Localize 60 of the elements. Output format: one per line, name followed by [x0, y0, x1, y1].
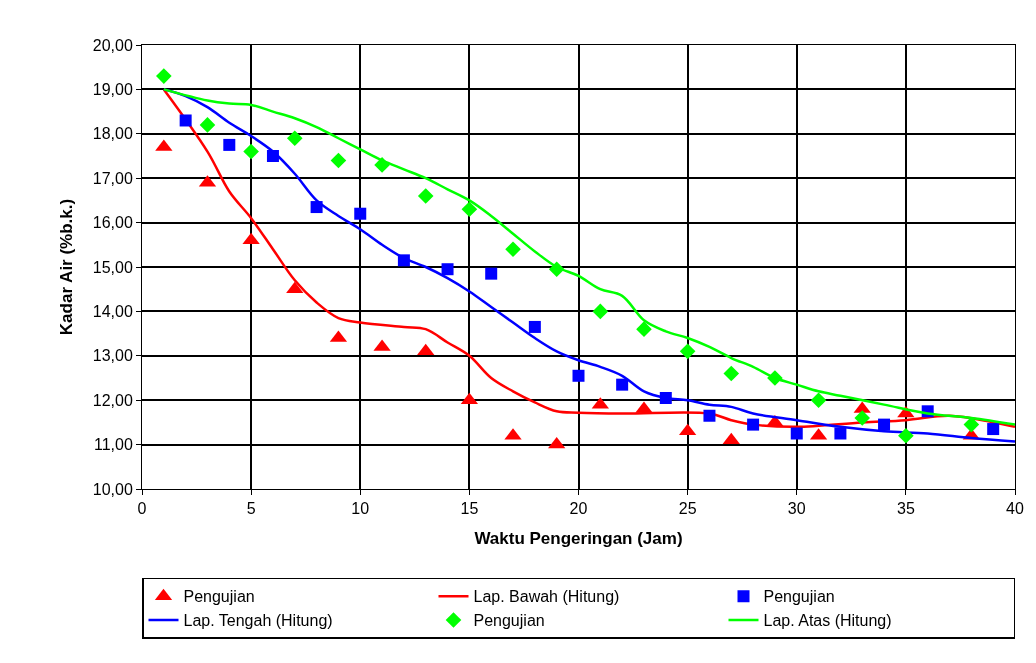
- y-tick-label: 10,00: [92, 480, 133, 498]
- legend-label: Pengujian: [183, 588, 255, 606]
- point: [723, 365, 740, 382]
- x-tick-label: 15: [460, 500, 479, 518]
- y-tick-label: 18,00: [92, 125, 133, 143]
- y-tick-label: 20,00: [92, 36, 133, 54]
- x-axis-title: Waktu Pengeringan (Jam): [474, 528, 683, 548]
- point: [854, 410, 871, 426]
- point: [243, 143, 259, 160]
- legend-label: Lap. Bawah (Hitung): [473, 588, 620, 606]
- point: [592, 303, 609, 320]
- point: [878, 418, 891, 431]
- y-tick-label: 12,00: [92, 391, 133, 409]
- point: [616, 378, 629, 391]
- y-tick-label: 16,00: [92, 214, 133, 232]
- point: [485, 267, 498, 280]
- point: [179, 114, 192, 127]
- point: [223, 138, 236, 151]
- point: [505, 241, 521, 258]
- point: [242, 232, 260, 245]
- point: [810, 392, 827, 408]
- y-tick-label: 17,00: [92, 169, 133, 187]
- point: [834, 427, 847, 440]
- point: [156, 68, 172, 84]
- point: [636, 321, 652, 337]
- point: [679, 343, 696, 360]
- y-tick-label: 19,00: [92, 81, 133, 98]
- legend-label: Lap. Atas (Hitung): [763, 612, 892, 630]
- x-tick-label: 10: [351, 500, 370, 518]
- point: [417, 188, 434, 204]
- point: [286, 130, 303, 147]
- point: [790, 427, 803, 440]
- y-tick-label: 14,00: [92, 303, 133, 320]
- legend-label: Pengujian: [473, 612, 545, 630]
- legend-label: Lap. Tengah (Hitung): [183, 612, 333, 630]
- x-tick-label: 35: [896, 500, 915, 518]
- y-tick-label: 15,00: [92, 258, 133, 276]
- point: [330, 152, 347, 169]
- point: [461, 201, 478, 218]
- point: [572, 369, 585, 382]
- x-tick-label: 20: [569, 500, 588, 518]
- x-tick-label: 25: [678, 500, 697, 518]
- x-tick-label: 30: [787, 500, 806, 518]
- point: [898, 427, 914, 444]
- point: [528, 320, 541, 333]
- legend-label: Pengujian: [763, 588, 835, 606]
- x-tick-label: 40: [1006, 500, 1024, 518]
- y-tick-label: 13,00: [92, 347, 133, 365]
- point: [354, 207, 367, 220]
- point: [441, 263, 454, 276]
- point: [417, 343, 435, 356]
- point: [963, 416, 980, 433]
- point: [199, 117, 216, 133]
- y-tick-label: 11,00: [93, 436, 133, 454]
- point: [703, 409, 716, 422]
- point: [747, 418, 760, 431]
- x-tick-label: 0: [137, 500, 147, 518]
- point: [987, 423, 1000, 436]
- y-axis-title: Kadar Air (%b.k.): [57, 198, 77, 336]
- x-tick-label: 5: [246, 500, 256, 518]
